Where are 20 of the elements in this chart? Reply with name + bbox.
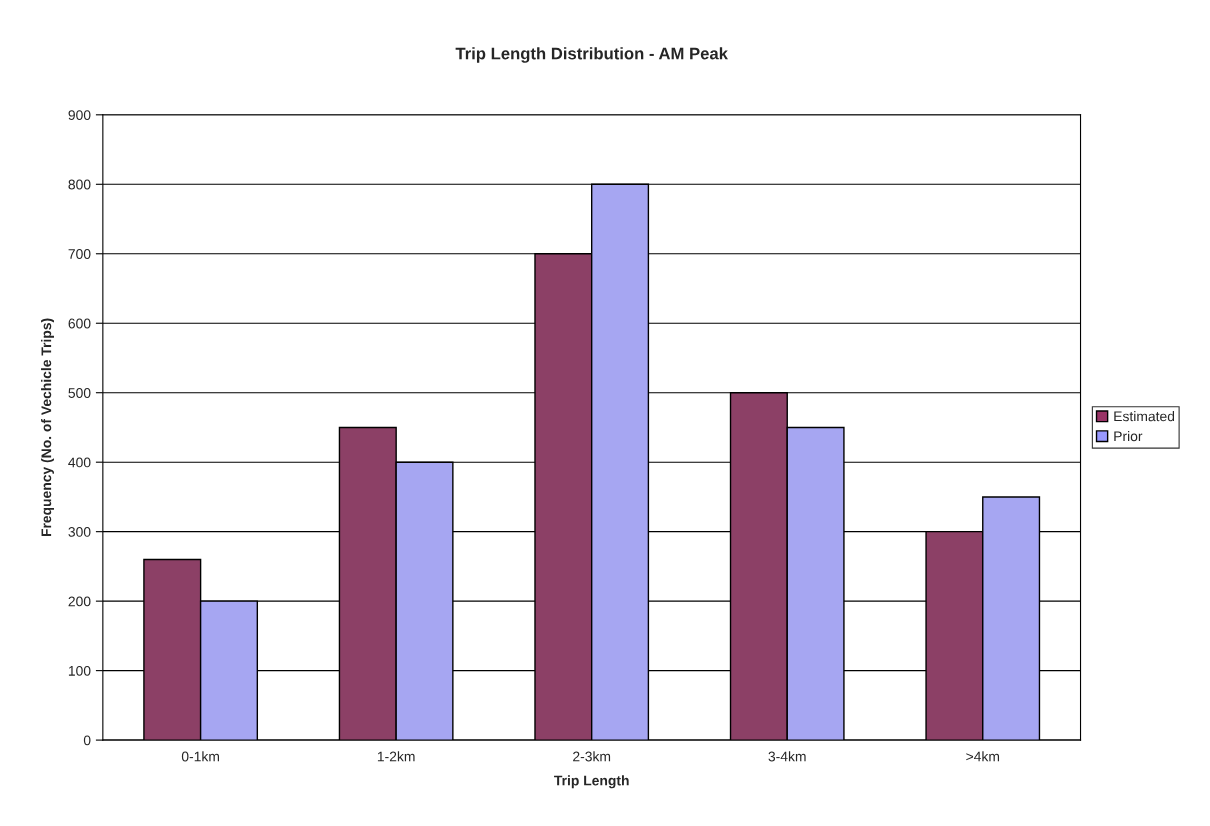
y-tick-label: 500 bbox=[68, 388, 91, 398]
y-tick-label: 900 bbox=[68, 110, 91, 120]
legend-label: Estimated bbox=[1114, 411, 1175, 422]
y-tick-label: 400 bbox=[68, 457, 91, 468]
y-tick-label: 800 bbox=[68, 179, 91, 190]
y-tick-label: 700 bbox=[68, 249, 91, 259]
y-tick-label: 600 bbox=[68, 318, 91, 329]
y-tick-label: 200 bbox=[68, 596, 91, 607]
x-tick-label: 3-4km bbox=[768, 751, 806, 762]
x-tick-label: 2-3km bbox=[573, 751, 611, 762]
x-tick-label: >4km bbox=[966, 751, 1000, 762]
y-tick-label: 300 bbox=[68, 527, 91, 537]
x-tick-label: 0-1km bbox=[181, 751, 219, 762]
y-tick-label: 0 bbox=[83, 735, 91, 746]
legend-label: Prior bbox=[1114, 431, 1143, 442]
x-tick-label: 1-2km bbox=[377, 751, 415, 762]
x-axis-title: Trip Length bbox=[554, 775, 629, 789]
y-tick-label: 100 bbox=[68, 665, 91, 676]
chart-title: Trip Length Distribution - AM Peak bbox=[455, 47, 728, 63]
y-axis-title: Frequency (No. of Vechicle Trips) bbox=[41, 318, 54, 537]
